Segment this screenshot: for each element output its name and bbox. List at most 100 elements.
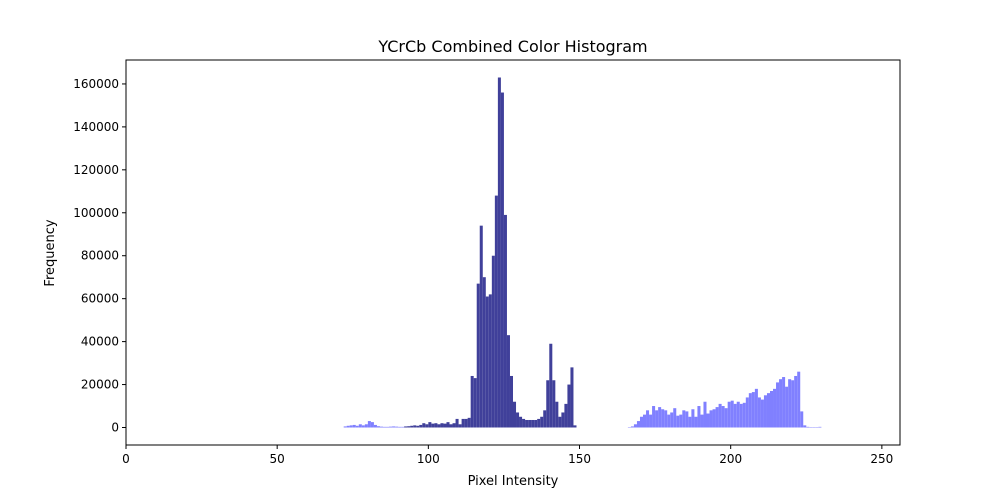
histogram-bar [757, 397, 761, 428]
histogram-bar [482, 277, 486, 428]
histogram-bar [543, 410, 547, 428]
x-tick-label: 150 [568, 452, 591, 466]
histogram-bar [694, 416, 698, 428]
histogram-bar [534, 419, 538, 428]
histogram-bar [573, 425, 577, 428]
histogram-bar [488, 294, 492, 428]
histogram-bar [745, 397, 749, 428]
x-tick-label: 0 [122, 452, 130, 466]
histogram-bar [769, 390, 774, 428]
x-axis-label: Pixel Intensity [468, 474, 559, 489]
x-tick-label: 50 [270, 452, 285, 466]
histogram-bar [461, 418, 465, 428]
histogram-bar [516, 412, 520, 428]
y-tick-label: 20000 [81, 378, 119, 392]
histogram-bar [785, 386, 789, 428]
histogram-bar [633, 424, 637, 428]
histogram-bar [794, 375, 798, 428]
histogram-bar [673, 408, 677, 428]
histogram-bar [467, 417, 471, 428]
histogram-bar [670, 412, 674, 428]
histogram-bar [791, 380, 795, 428]
histogram-bar [361, 425, 365, 428]
histogram-bar [661, 409, 665, 428]
histogram-bar [485, 296, 489, 428]
histogram-bar [649, 414, 653, 428]
histogram-bar [766, 393, 770, 428]
histogram-bar [370, 422, 374, 428]
histogram-bar [522, 418, 526, 428]
histogram-bar [712, 409, 716, 428]
histogram-bar [754, 388, 758, 428]
histogram-bar [727, 401, 731, 428]
histogram-bar [636, 421, 640, 428]
histogram-bar [437, 424, 441, 428]
y-tick-label: 0 [111, 421, 119, 435]
histogram-bar [386, 426, 390, 428]
histogram-bar [519, 416, 523, 428]
histogram-bar [739, 403, 743, 428]
histogram-bar [658, 407, 662, 428]
histogram-bar [667, 414, 671, 428]
histogram-bar [352, 424, 356, 428]
histogram-bar [407, 426, 411, 428]
histogram-bar [779, 379, 783, 428]
histogram-bar [416, 425, 420, 428]
histogram-bar [413, 425, 417, 428]
histogram-bar [506, 335, 510, 428]
histogram-bar [452, 423, 456, 428]
histogram-bar [443, 423, 447, 428]
histogram-bar [797, 371, 801, 428]
histogram-bar [751, 392, 755, 428]
y-tick-label: 40000 [81, 335, 119, 349]
histogram-bar [367, 421, 371, 428]
histogram-bar [718, 403, 722, 428]
histogram-bar [540, 416, 544, 428]
histogram-bar [419, 424, 423, 428]
histogram-bar [358, 424, 362, 428]
y-tick-label: 60000 [81, 292, 119, 306]
histogram-bar [691, 409, 695, 428]
histogram-bar [379, 426, 383, 428]
histogram-bar [570, 367, 574, 428]
histogram-bar [685, 411, 689, 428]
histogram-bar [376, 426, 380, 428]
x-tick-label: 250 [870, 452, 893, 466]
histogram-bar [464, 418, 468, 428]
histogram-bar [724, 408, 728, 428]
y-tick-label: 80000 [81, 249, 119, 263]
histogram-bar [500, 92, 504, 428]
histogram-bar [564, 403, 568, 428]
histogram-bar [546, 380, 550, 428]
histogram-bar [395, 426, 399, 428]
histogram-bar [497, 77, 501, 428]
histogram-bar [398, 426, 402, 428]
histogram-bar [655, 410, 659, 428]
histogram-bar [509, 375, 513, 428]
histogram-bar [763, 395, 767, 428]
histogram-bar [803, 425, 807, 428]
histogram-bar [760, 399, 764, 428]
histogram-bar [422, 423, 426, 428]
histogram-bar [706, 413, 710, 428]
histogram-bar [703, 401, 707, 428]
y-tick-label: 100000 [73, 206, 119, 220]
y-tick-label: 140000 [73, 120, 119, 134]
histogram-bar [349, 425, 353, 428]
y-axis-label: Frequency [43, 219, 58, 286]
histogram-bar [355, 425, 359, 428]
histogram-bar [664, 410, 668, 428]
histogram-bar [567, 384, 571, 428]
histogram-bar [818, 426, 822, 428]
histogram-bar [558, 416, 562, 428]
histogram-bar [458, 424, 462, 428]
histogram-bar [736, 401, 740, 428]
histogram-bar [531, 419, 535, 428]
histogram-bar [401, 426, 405, 428]
histogram-bar [373, 424, 377, 428]
histogram-bar [440, 423, 444, 428]
histogram-bar [470, 375, 474, 428]
histogram-bar [652, 406, 656, 428]
histogram-bar [782, 377, 786, 428]
